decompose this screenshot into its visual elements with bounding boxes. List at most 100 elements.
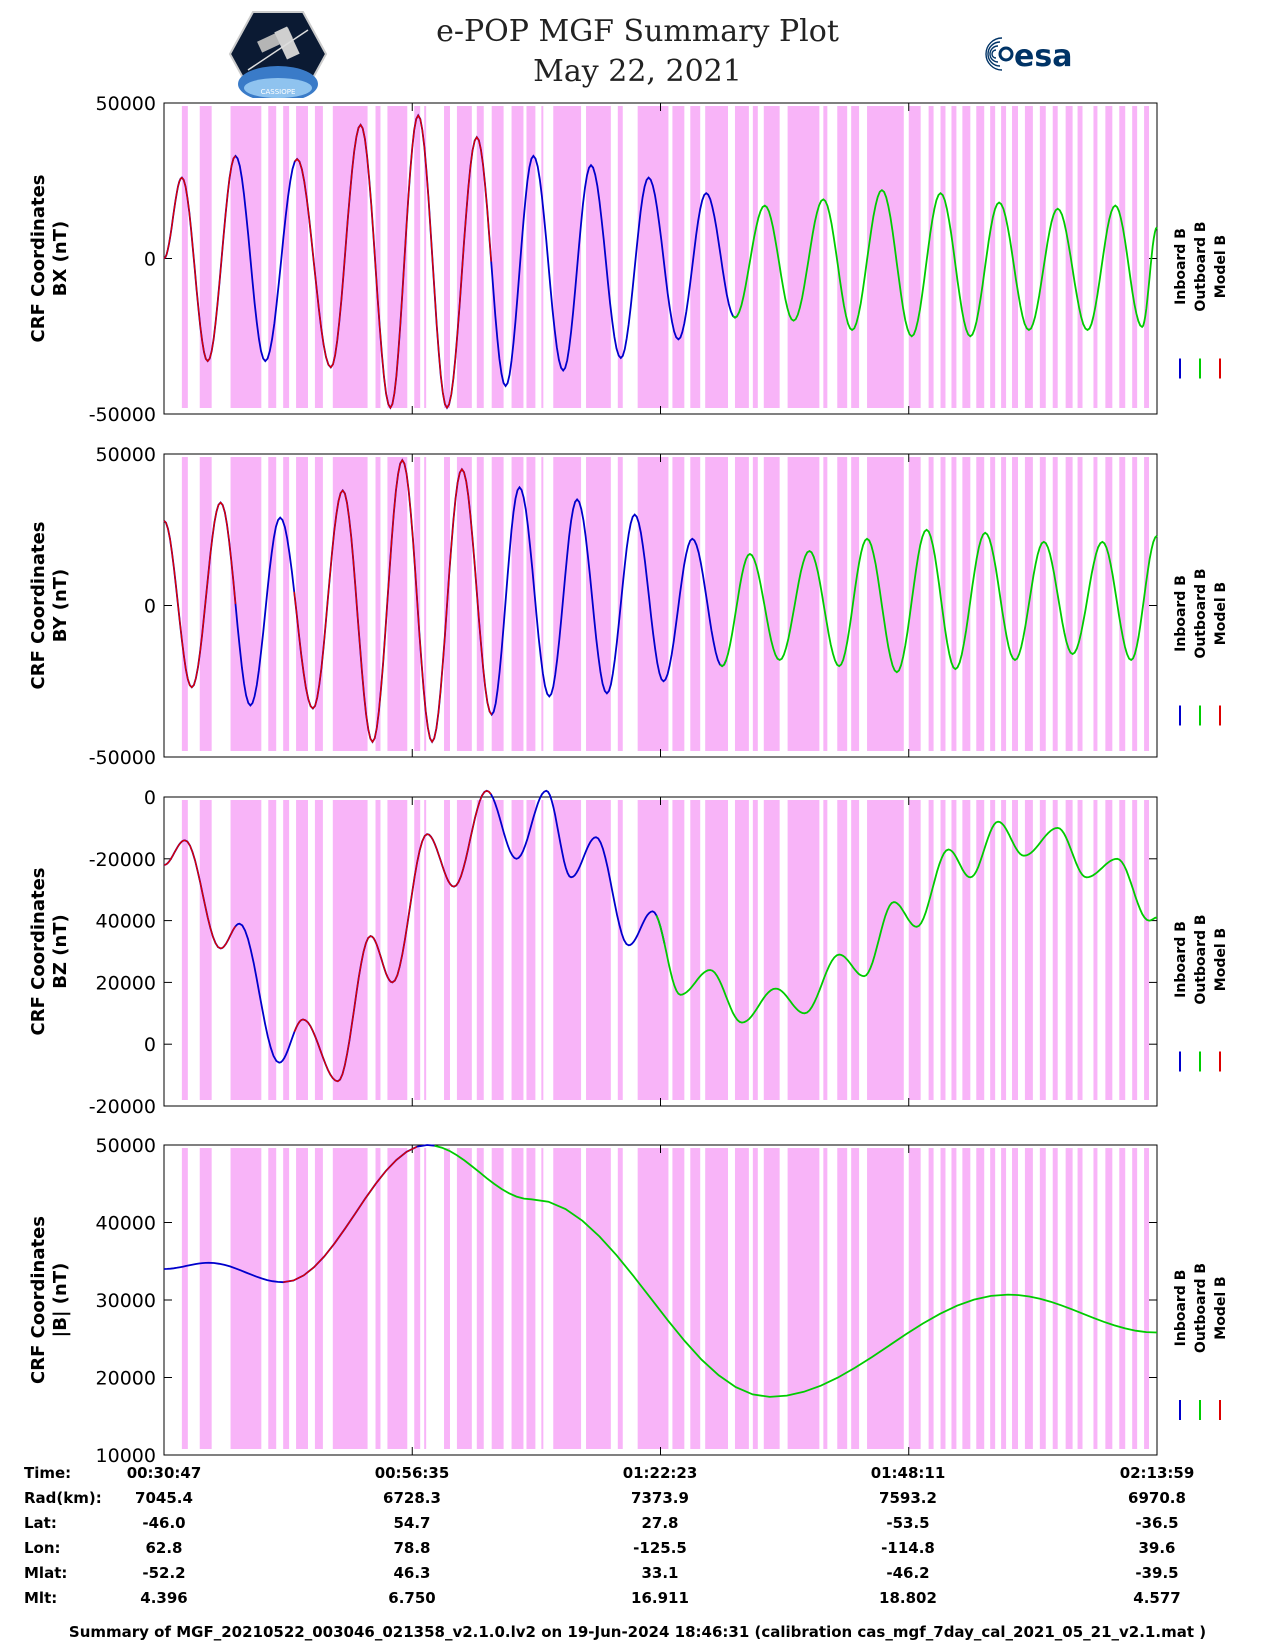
shading-band — [690, 457, 701, 751]
panel-2: 50000 0 -50000 — [89, 444, 1158, 769]
shading-band — [332, 800, 368, 1100]
y-axis-label-line: CRF Coordinates — [28, 868, 49, 1036]
shading-band — [526, 457, 536, 751]
shading-band — [1105, 457, 1113, 751]
shading-band — [763, 457, 780, 751]
info-cell: 7373.9 — [631, 1489, 689, 1507]
info-row-label: Mlt: — [24, 1589, 58, 1607]
shading-band — [672, 106, 685, 408]
shading-band — [1119, 1148, 1126, 1449]
shading-band — [962, 1148, 971, 1449]
shading-band — [1052, 106, 1058, 408]
shading-band — [990, 800, 996, 1100]
shading-band — [476, 1148, 484, 1449]
shading-band — [940, 106, 946, 408]
shading-band — [1012, 800, 1018, 1100]
shading-band — [314, 457, 323, 751]
shading-band — [526, 1148, 536, 1449]
shading-band — [1039, 800, 1046, 1100]
shading-band — [511, 106, 524, 408]
shading-band — [586, 106, 611, 408]
shading-band — [940, 1148, 946, 1449]
shading-band — [837, 106, 848, 408]
shading-band — [752, 106, 758, 408]
shading-band — [951, 457, 957, 751]
info-cell: 46.3 — [393, 1564, 431, 1582]
shading-band — [1144, 106, 1150, 408]
cassiope-logo: CASSIOPE — [228, 11, 328, 98]
shading-band — [586, 1148, 611, 1449]
shading-band — [314, 106, 323, 408]
info-cell: 7045.4 — [135, 1489, 193, 1507]
shading-band — [990, 1148, 996, 1449]
shading-band — [837, 800, 848, 1100]
info-cell: 16.911 — [631, 1589, 689, 1607]
shading-band — [734, 457, 749, 751]
y-tick-label: 50000 — [96, 444, 156, 466]
legend-entry: Model B — [1213, 582, 1229, 645]
y-tick-label: 0 — [144, 596, 156, 618]
shading-band — [928, 800, 934, 1100]
shading-band — [230, 106, 262, 408]
shading-band — [951, 800, 957, 1100]
shading-band — [268, 457, 277, 751]
shading-band — [637, 457, 669, 751]
shading-band — [181, 106, 188, 408]
shading-band — [851, 800, 860, 1100]
shading-band — [1065, 106, 1073, 408]
shading-band — [375, 106, 381, 408]
model-b-line — [294, 113, 492, 410]
y-tick-label: 50000 — [96, 1135, 156, 1157]
shading-band — [976, 457, 985, 751]
shading-band — [511, 800, 524, 1100]
shading-band — [296, 457, 308, 751]
model-b-line — [163, 839, 236, 950]
shading-band — [823, 106, 828, 408]
y-axis-label: CRF Coordinates|B| (nT) — [28, 1216, 71, 1384]
shading-band — [752, 1148, 758, 1449]
info-cell: -39.5 — [1135, 1564, 1179, 1582]
shading-band — [268, 106, 277, 408]
shading-band — [837, 457, 848, 751]
y-axis-label-line: CRF Coordinates — [28, 1216, 49, 1384]
y-tick-label: 20000 — [96, 972, 156, 994]
shading-band — [387, 457, 408, 751]
shading-band — [1065, 457, 1073, 751]
legend-entry: Outboard B — [1193, 1263, 1209, 1353]
info-cell: 01:22:23 — [622, 1464, 698, 1482]
shading-band — [181, 800, 188, 1100]
info-cell: 78.8 — [393, 1539, 431, 1557]
outboard-b-line — [732, 188, 1158, 338]
shading-band — [476, 106, 484, 408]
shading-band — [541, 457, 544, 751]
shading-band — [672, 800, 685, 1100]
shading-band — [414, 106, 421, 408]
shading-band — [387, 106, 408, 408]
shading-band — [476, 457, 484, 751]
shading-band — [387, 800, 408, 1100]
legend-entry: Model B — [1213, 235, 1229, 298]
shading-band — [1052, 800, 1058, 1100]
shading-band — [230, 1148, 262, 1449]
info-cell: 4.577 — [1133, 1589, 1181, 1607]
outboard-b-line — [434, 1144, 1158, 1398]
shading-band — [230, 800, 262, 1100]
outboard-b-line — [719, 528, 1158, 674]
shading-band — [444, 1148, 450, 1449]
shading-band — [763, 106, 780, 408]
shading-band — [1093, 106, 1098, 408]
info-cell: 27.8 — [641, 1514, 679, 1532]
shading-band — [424, 106, 427, 408]
legend-entry: Model B — [1213, 928, 1229, 991]
shading-band — [1144, 800, 1150, 1100]
shading-band — [456, 457, 472, 751]
shading-band — [867, 800, 904, 1100]
shading-band — [851, 1148, 860, 1449]
shading-band — [491, 457, 504, 751]
shading-band — [375, 457, 381, 751]
y-axis-label: CRF CoordinatesBY (nT) — [28, 522, 71, 690]
shading-band — [851, 457, 860, 751]
shading-band — [867, 1148, 904, 1449]
legend-entry: Model B — [1213, 1276, 1229, 1339]
